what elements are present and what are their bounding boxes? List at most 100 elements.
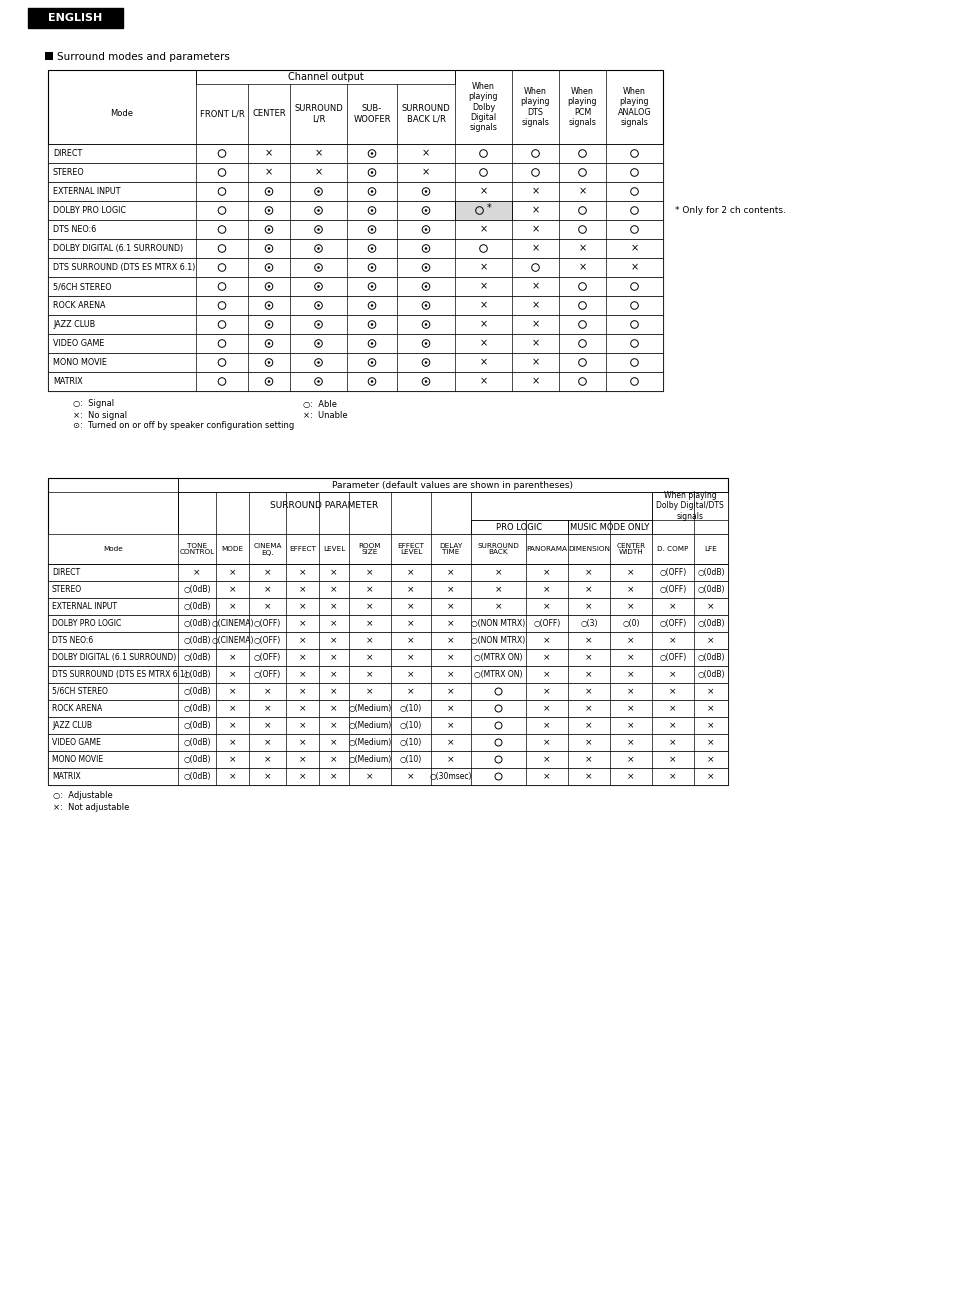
Text: ×: ×	[542, 670, 550, 679]
Circle shape	[268, 380, 270, 383]
Text: EXTERNAL INPUT: EXTERNAL INPUT	[53, 188, 120, 195]
Text: ○(Medium): ○(Medium)	[348, 721, 392, 730]
Text: When
playing
DTS
signals: When playing DTS signals	[520, 87, 550, 128]
Text: DOLBY DIGITAL (6.1 SURROUND): DOLBY DIGITAL (6.1 SURROUND)	[52, 653, 176, 662]
Circle shape	[371, 248, 373, 250]
Text: ×: ×	[366, 636, 374, 645]
Text: ×: ×	[407, 619, 415, 628]
Text: ×: ×	[330, 636, 337, 645]
Text: ○(OFF): ○(OFF)	[253, 636, 281, 645]
Text: ×: ×	[330, 568, 337, 577]
Text: ○(0dB): ○(0dB)	[697, 619, 724, 628]
Text: ×: ×	[298, 585, 306, 594]
Bar	[48, 767, 727, 784]
Text: ×: ×	[298, 687, 306, 696]
Text: ×: ×	[263, 737, 271, 747]
Bar	[48, 478, 727, 784]
Bar	[48, 163, 662, 182]
Text: CENTER: CENTER	[252, 109, 286, 119]
Text: ×: ×	[479, 377, 487, 387]
Text: ×: ×	[669, 754, 676, 764]
Text: ×: ×	[584, 568, 592, 577]
Text: EFFECT: EFFECT	[289, 546, 315, 552]
Text: When
playing
PCM
signals: When playing PCM signals	[567, 87, 597, 128]
Text: VIDEO GAME: VIDEO GAME	[52, 737, 101, 747]
Text: ×: ×	[330, 602, 337, 611]
Text: ×: ×	[669, 636, 676, 645]
Text: ○(MTRX ON): ○(MTRX ON)	[474, 653, 522, 662]
Text: ×: ×	[669, 721, 676, 730]
Text: ×: ×	[330, 687, 337, 696]
Text: ×: ×	[479, 224, 487, 235]
Circle shape	[424, 380, 427, 383]
Text: ×: ×	[584, 687, 592, 696]
Text: ×: ×	[447, 636, 455, 645]
Text: LFE: LFE	[704, 546, 717, 552]
Text: ×: ×	[298, 636, 306, 645]
Text: ×: ×	[447, 568, 455, 577]
Circle shape	[268, 361, 270, 364]
Circle shape	[371, 210, 373, 212]
Text: DTS SURROUND (DTS ES MTRX 6.1): DTS SURROUND (DTS ES MTRX 6.1)	[52, 670, 188, 679]
Text: ⊙:  Turned on or off by speaker configuration setting: ⊙: Turned on or off by speaker configura…	[73, 421, 294, 430]
Text: ○(0dB): ○(0dB)	[697, 653, 724, 662]
Text: ×: ×	[265, 149, 273, 159]
Text: CINEMA
EQ.: CINEMA EQ.	[253, 542, 281, 555]
Text: ×: ×	[669, 771, 676, 780]
Text: STEREO: STEREO	[53, 168, 85, 177]
Text: Channel output: Channel output	[287, 72, 363, 82]
Text: EFFECT
LEVEL: EFFECT LEVEL	[397, 542, 424, 555]
Text: Mode: Mode	[111, 109, 133, 119]
Text: ×: ×	[330, 754, 337, 764]
Text: MODE: MODE	[221, 546, 243, 552]
Text: ×: ×	[531, 301, 539, 310]
Text: ×: ×	[531, 319, 539, 330]
Text: ×: ×	[626, 687, 634, 696]
Text: STEREO: STEREO	[52, 585, 82, 594]
Text: ×: ×	[479, 339, 487, 348]
Text: 5/6CH STEREO: 5/6CH STEREO	[52, 687, 108, 696]
Text: ○(OFF): ○(OFF)	[659, 653, 686, 662]
Text: ×: ×	[542, 687, 550, 696]
Text: ×: ×	[531, 357, 539, 367]
Text: SURROUND PARAMETER: SURROUND PARAMETER	[270, 502, 378, 511]
Text: ○(0dB): ○(0dB)	[183, 619, 211, 628]
Text: MATRIX: MATRIX	[53, 377, 83, 386]
Text: DIRECT: DIRECT	[53, 149, 82, 158]
Text: When
playing
ANALOG
signals: When playing ANALOG signals	[617, 87, 651, 128]
Circle shape	[371, 380, 373, 383]
Text: ×: ×	[669, 670, 676, 679]
Text: MONO MOVIE: MONO MOVIE	[52, 754, 103, 764]
Text: ×: ×	[407, 636, 415, 645]
Text: JAZZ CLUB: JAZZ CLUB	[53, 321, 95, 328]
Circle shape	[371, 190, 373, 193]
Bar	[48, 258, 662, 278]
Text: DOLBY PRO LOGIC: DOLBY PRO LOGIC	[53, 206, 126, 215]
Text: ×: ×	[314, 149, 322, 159]
Bar	[48, 278, 662, 296]
Text: ×: ×	[706, 754, 714, 764]
Text: ×: ×	[626, 602, 634, 611]
Text: ×: ×	[447, 704, 455, 713]
Text: ×: ×	[298, 754, 306, 764]
Text: ○(0dB): ○(0dB)	[183, 653, 211, 662]
Text: ×: ×	[626, 721, 634, 730]
Text: ×: ×	[330, 771, 337, 780]
Circle shape	[424, 210, 427, 212]
Text: ○:  Adjustable: ○: Adjustable	[53, 791, 112, 800]
Text: ×: ×	[447, 670, 455, 679]
Text: ×: ×	[706, 721, 714, 730]
Bar	[48, 615, 727, 632]
Text: ENGLISH: ENGLISH	[48, 13, 102, 23]
Text: ○(0dB): ○(0dB)	[183, 670, 211, 679]
Text: SURROUND
BACK: SURROUND BACK	[477, 542, 518, 555]
Text: ×: ×	[263, 754, 271, 764]
Text: ○(10): ○(10)	[399, 737, 421, 747]
Circle shape	[371, 171, 373, 173]
Text: ×: ×	[330, 737, 337, 747]
Text: ×: ×	[531, 339, 539, 348]
Text: ROOM
SIZE: ROOM SIZE	[358, 542, 381, 555]
Text: ×: ×	[584, 721, 592, 730]
Text: ×: ×	[706, 737, 714, 747]
Text: ×: ×	[447, 687, 455, 696]
